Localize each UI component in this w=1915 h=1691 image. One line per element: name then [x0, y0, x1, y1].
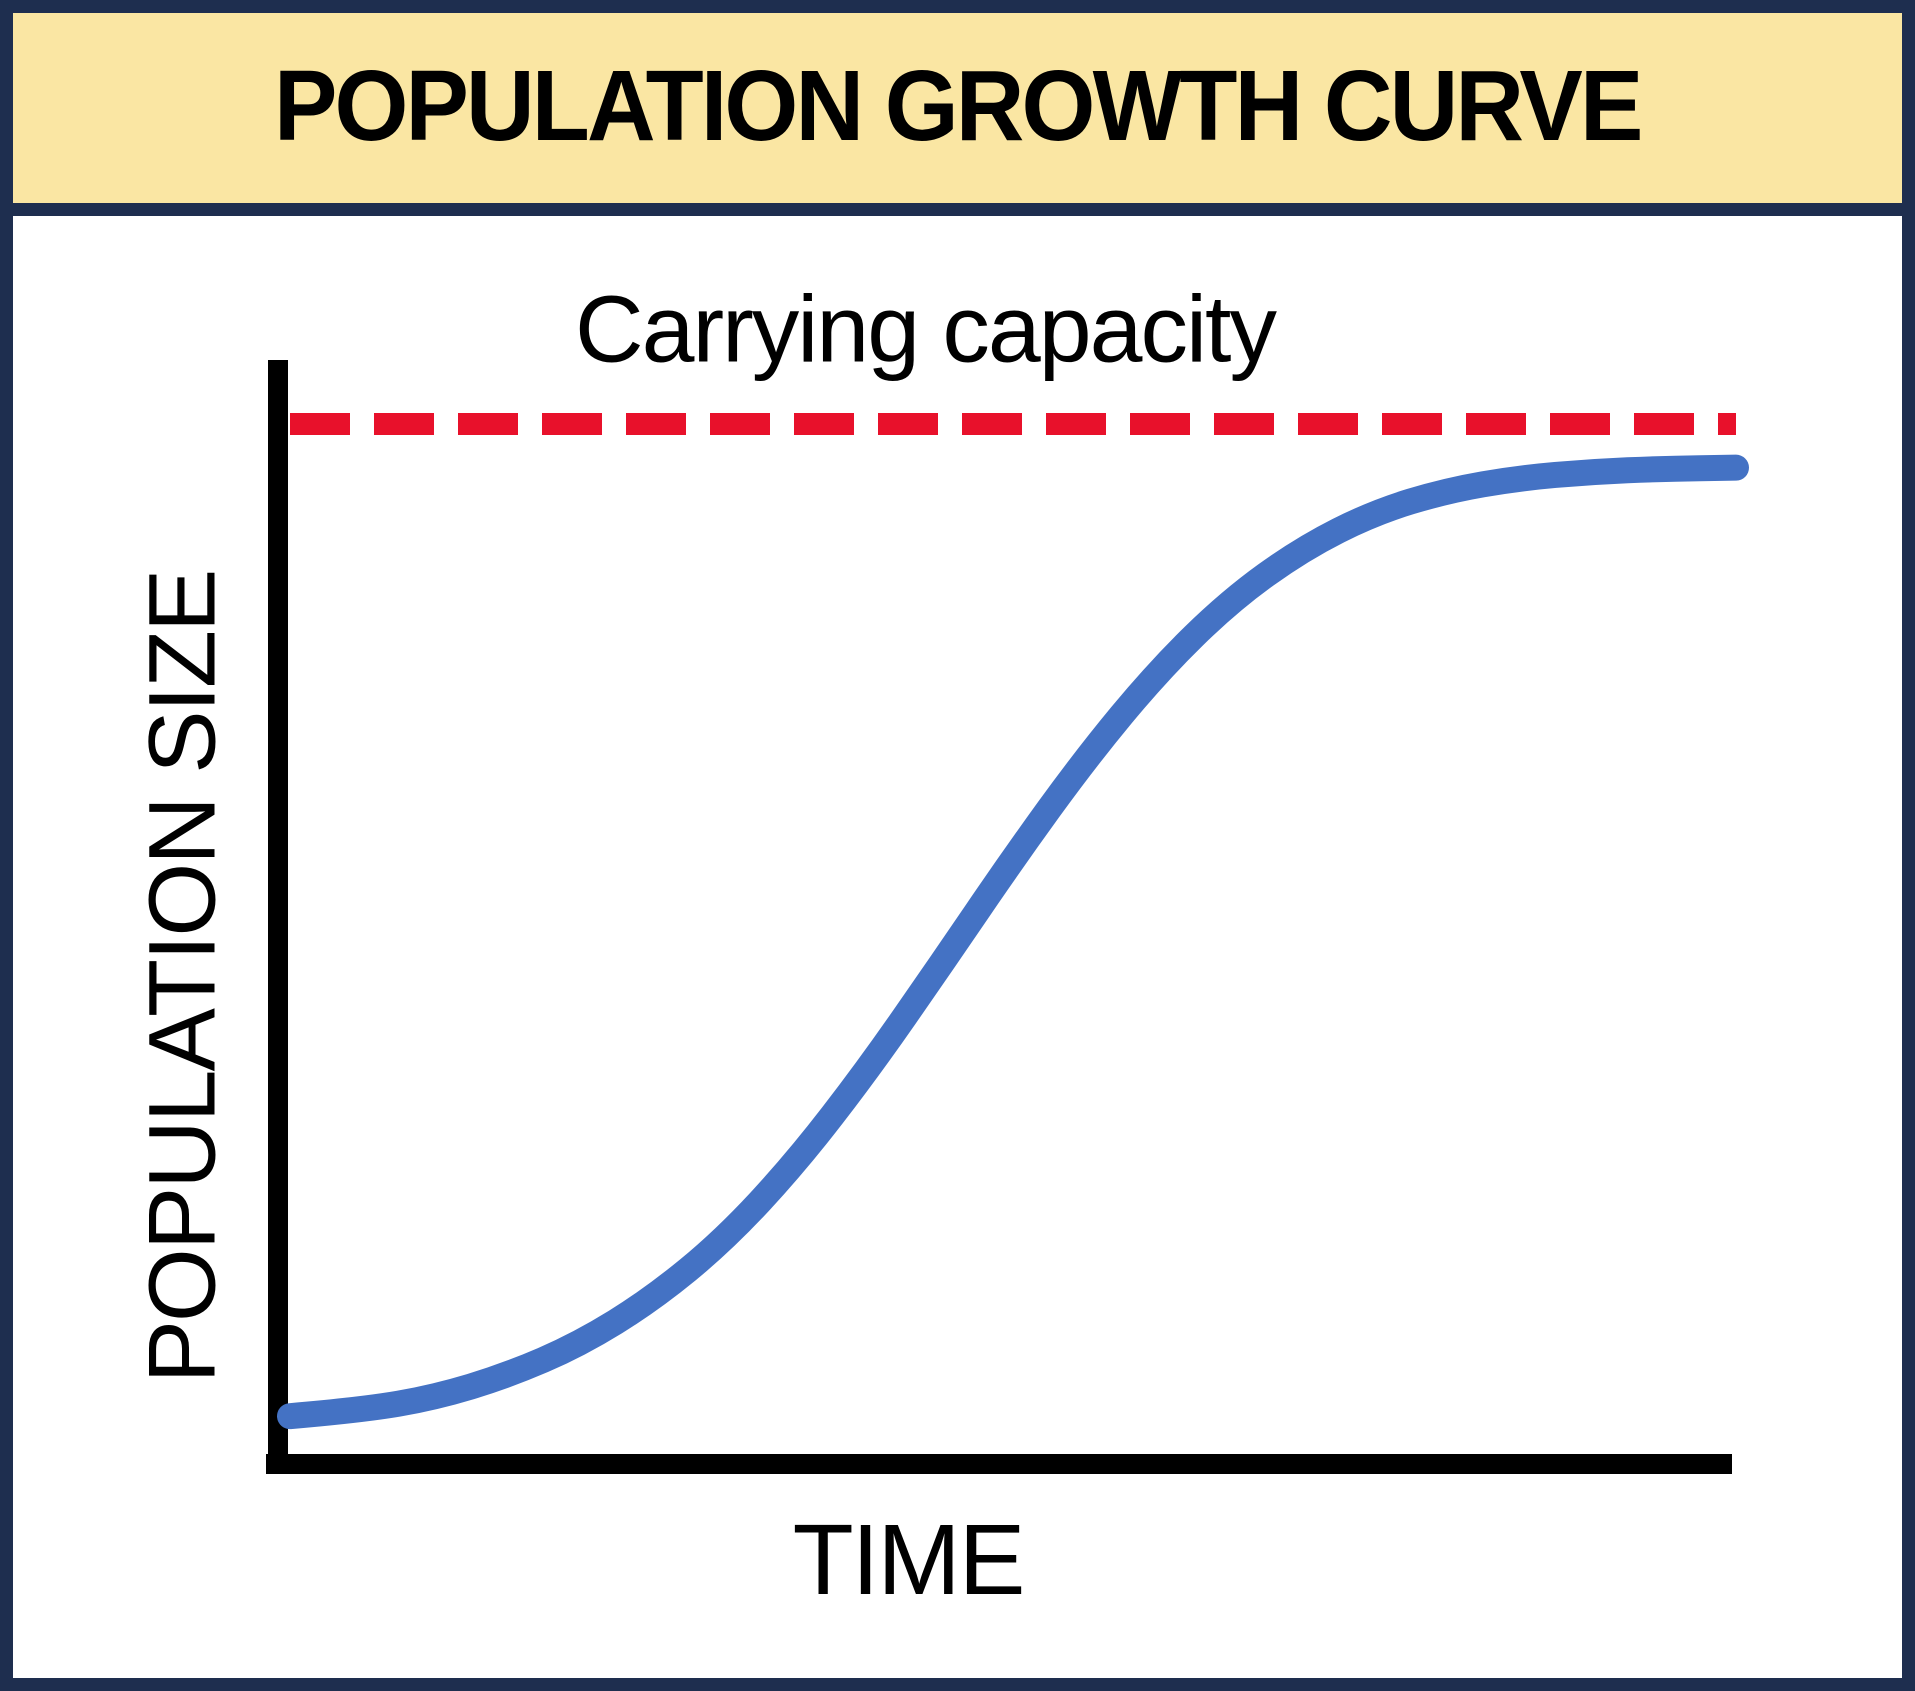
x-axis-label: TIME: [792, 1504, 1026, 1616]
y-axis-label: POPULATION SIZE: [129, 570, 236, 1384]
population-growth-curve: [277, 454, 1749, 1430]
title-bar: POPULATION GROWTH CURVE: [0, 0, 1915, 216]
carrying-capacity-label: Carrying capacity: [575, 276, 1277, 383]
page-title: POPULATION GROWTH CURVE: [274, 50, 1643, 162]
